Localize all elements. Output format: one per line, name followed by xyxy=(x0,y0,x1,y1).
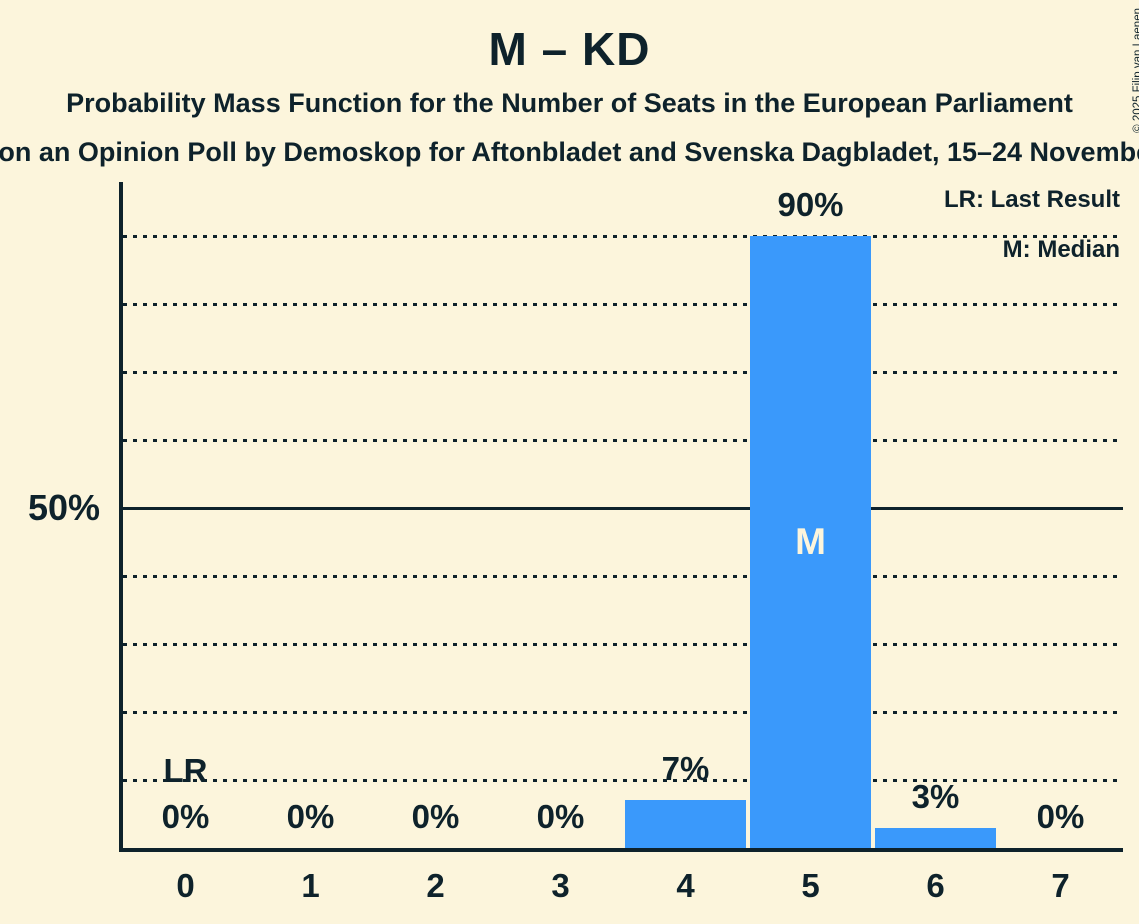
gridline-20pct xyxy=(123,711,1123,714)
bar-5 xyxy=(750,236,871,848)
bar-value-label-3: 0% xyxy=(536,798,585,835)
x-tick-2: 2 xyxy=(426,867,445,904)
last-result-marker: LR xyxy=(163,752,208,789)
x-tick-5: 5 xyxy=(801,867,820,904)
median-marker: M xyxy=(795,521,826,562)
legend-median: M: Median xyxy=(1002,236,1120,263)
chart-source-line: Based on an Opinion Poll by Demoskop for… xyxy=(0,137,1139,167)
bar-value-label-1: 0% xyxy=(286,798,335,835)
x-tick-1: 1 xyxy=(301,867,320,904)
gridline-80pct xyxy=(123,303,1123,306)
chart-subtitle: Probability Mass Function for the Number… xyxy=(66,88,1073,118)
bar-value-label-4: 7% xyxy=(661,750,710,788)
gridline-30pct xyxy=(123,643,1123,646)
copyright-notice: © 2025 Filip van Laenen xyxy=(1132,8,1139,133)
plot-area: 0% LR 0% 0% 0% 7% 90% M 3% 0% xyxy=(119,182,1123,852)
bar-value-label-2: 0% xyxy=(411,798,460,835)
x-tick-3: 3 xyxy=(551,867,570,904)
gridline-40pct xyxy=(123,575,1123,578)
bar-value-label-5: 90% xyxy=(777,186,844,223)
x-tick-7: 7 xyxy=(1051,867,1070,904)
bar-value-label-0: 0% xyxy=(161,798,210,835)
bar-value-label-6: 3% xyxy=(911,777,960,815)
bar-4 xyxy=(625,800,746,848)
bar-value-label-7: 0% xyxy=(1036,798,1085,835)
y-axis-tick-label: 50% xyxy=(27,487,100,528)
gridline-90pct xyxy=(123,235,1123,238)
legend-last-result: LR: Last Result xyxy=(943,186,1120,213)
gridline-60pct xyxy=(123,439,1123,442)
gridline-10pct xyxy=(123,779,1123,782)
solid-gridline-50pct xyxy=(123,507,1123,510)
chart-title: M – KD xyxy=(488,23,651,75)
x-tick-0: 0 xyxy=(176,867,195,904)
gridline-70pct xyxy=(123,371,1123,374)
bar-6 xyxy=(875,827,996,848)
x-tick-6: 6 xyxy=(926,867,945,904)
x-tick-4: 4 xyxy=(676,867,695,904)
